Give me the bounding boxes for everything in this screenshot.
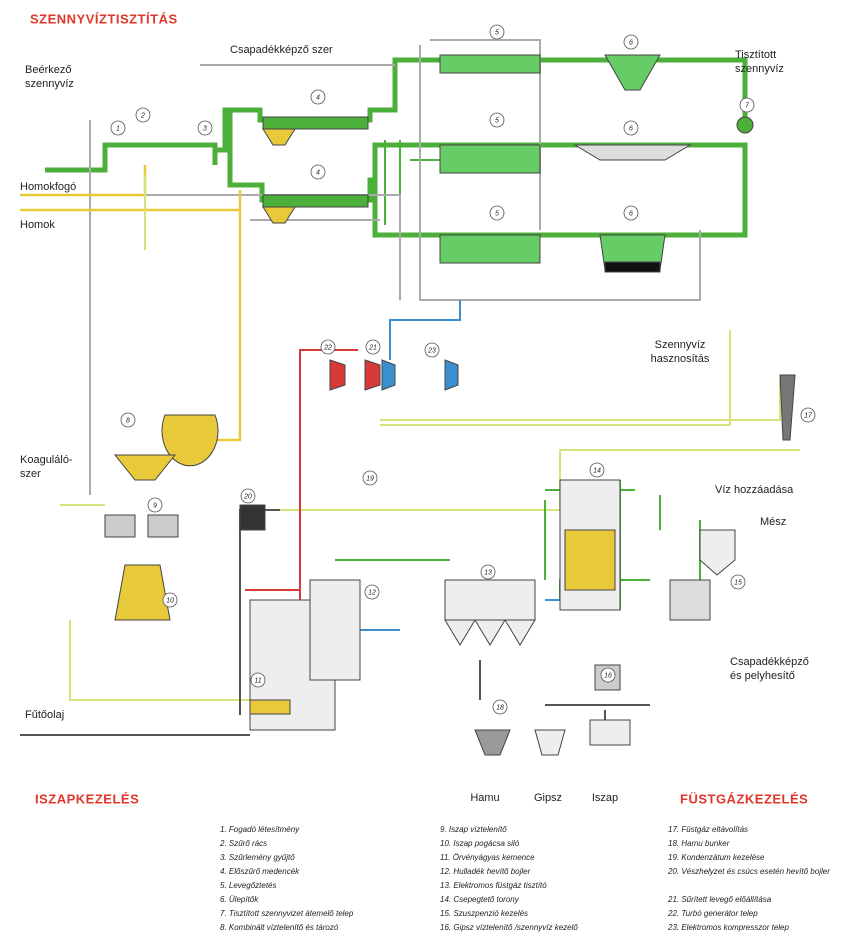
label: Csapadékképző: [730, 656, 809, 668]
diagram: SZENNYVÍZTISZTÍTÁS ISZAPKEZELÉS FÜSTGÁZK…: [0, 0, 848, 949]
legend-item: 10. Iszap pogácsa siló: [440, 839, 520, 848]
legend-item: 23. Elektromos kompresszor telep: [667, 923, 789, 932]
legend-item: 3. Szűrlemény gyűjtő: [220, 853, 295, 862]
marker-number: 14: [593, 467, 601, 474]
label: Beérkező: [25, 64, 71, 76]
legend-item: 13. Elektromos füstgáz tisztító: [440, 881, 547, 890]
legend-item: 7. Tisztított szennyvizet átemelő telep: [220, 909, 354, 918]
label: szer: [20, 468, 41, 480]
marker-number: 5: [495, 210, 499, 217]
marker-number: 15: [734, 579, 742, 586]
legend-item: 15. Szuszpenzió kezelés: [440, 909, 528, 918]
legend-item: 2. Szűrő rács: [219, 839, 267, 848]
marker-number: 22: [323, 344, 332, 351]
marker-number: 16: [604, 672, 612, 679]
marker-number: 4: [316, 94, 320, 101]
legend-item: 19. Kondenzátum kezelése: [668, 853, 765, 862]
label: Víz hozzáadása: [715, 484, 794, 496]
legend-item: 11. Örvényágyas kemence: [440, 853, 535, 862]
marker-number: 4: [316, 169, 320, 176]
label: szennyvíz: [735, 63, 784, 75]
label: Mész: [760, 516, 786, 528]
legend-item: 9. Iszap víztelenítő: [440, 825, 507, 834]
section-title: SZENNYVÍZTISZTÍTÁS: [30, 11, 178, 26]
label: Homokfogó: [20, 181, 76, 193]
marker-number: 23: [427, 347, 436, 354]
label: hasznosítás: [651, 353, 710, 365]
legend-item: 4. Előszűrő medencék: [220, 867, 300, 876]
legend-item: 22. Turbó generátor telep: [667, 909, 758, 918]
label: szennyvíz: [25, 78, 74, 90]
label: Szennyvíz: [655, 339, 706, 351]
marker-number: 20: [243, 493, 252, 500]
legend-item: 14. Csepegtető torony: [440, 895, 520, 904]
marker-number: 5: [495, 29, 499, 36]
marker-number: 11: [254, 677, 261, 684]
marker-number: 3: [203, 125, 207, 132]
label: Iszap: [592, 792, 618, 804]
label: Tisztított: [735, 49, 776, 61]
marker-number: 5: [495, 117, 499, 124]
legend-item: 20. Vészhelyzet és csúcs esetén hevítő b…: [667, 867, 830, 876]
label: Fűtőolaj: [25, 709, 64, 721]
marker-number: 13: [484, 569, 492, 576]
legend-item: 6. Ülepítők: [220, 895, 259, 904]
marker-number: 8: [126, 417, 130, 424]
label: Gipsz: [534, 792, 562, 804]
marker-number: 18: [496, 704, 504, 711]
section-title: FÜSTGÁZKEZELÉS: [680, 791, 808, 806]
legend-item: 5. Levegőztetés: [220, 881, 276, 890]
legend-item: 12. Hulladék hevítő bojler: [440, 867, 531, 876]
marker-number: 9: [153, 502, 157, 509]
label: Csapadékképző szer: [230, 44, 333, 56]
legend: 1. Fogadó létesítmény 2. Szűrő rács 3. Szű…: [219, 825, 830, 932]
label: Homok: [20, 219, 55, 231]
legend-item: 18. Hamu bunker: [668, 839, 730, 848]
label: Hamu: [470, 792, 499, 804]
legend-item: 16. Gipsz víztelenítő /szennyvíz kezelő: [440, 923, 578, 932]
section-title: ISZAPKEZELÉS: [35, 791, 139, 806]
legend-item: 8. Kombinált víztelenítő és tározó: [220, 923, 339, 932]
label: Koaguláló-: [20, 454, 73, 466]
marker-number: 19: [366, 475, 374, 482]
labels: Beérkező szennyvíz Csapadékképző szer Tiszt…: [20, 44, 809, 804]
marker-number: 6: [629, 125, 633, 132]
legend-item: 21. Sűrített levegő előállítása: [667, 895, 772, 904]
marker-number: 6: [629, 39, 633, 46]
marker-number: 21: [368, 344, 377, 351]
legend-item: 17. Füstgáz eltávolítás: [668, 825, 748, 834]
equipment: [105, 55, 795, 755]
marker-number: 10: [166, 597, 174, 604]
marker-number: 17: [804, 412, 813, 419]
marker-number: 2: [140, 112, 145, 119]
label: és pelyhesítő: [730, 670, 795, 682]
marker-number: 12: [368, 589, 376, 596]
legend-item: 1. Fogadó létesítmény: [220, 825, 300, 834]
marker-number: 6: [629, 210, 633, 217]
marker-number: 1: [116, 125, 120, 132]
